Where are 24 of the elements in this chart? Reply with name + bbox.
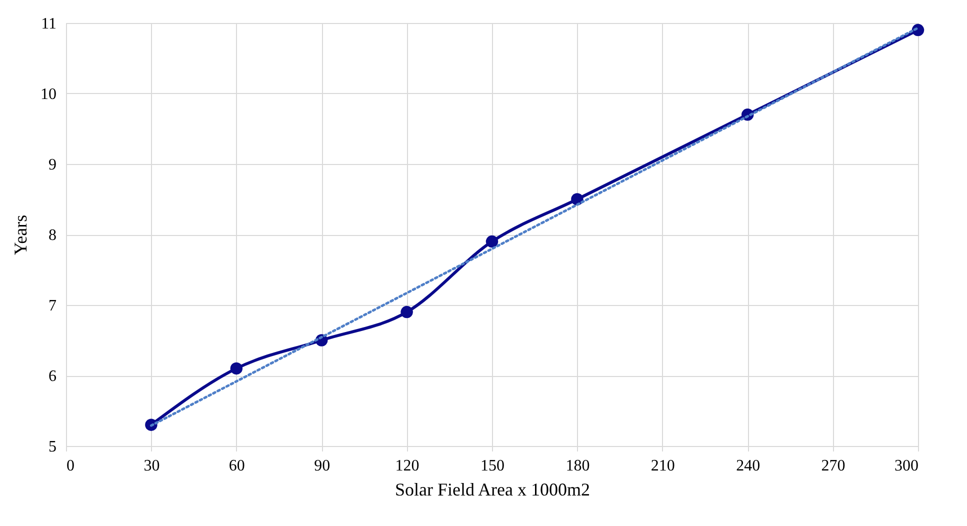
- point: [486, 235, 498, 248]
- y-tick-label: 7: [48, 298, 56, 314]
- y-tick-label: 11: [41, 16, 56, 32]
- x-tick-label: 90: [314, 458, 330, 474]
- y-tick-label: 9: [48, 156, 56, 174]
- y-tick-label: 5: [48, 438, 56, 456]
- x-tick-label: 30: [144, 458, 160, 474]
- x-tick-label: 120: [395, 458, 420, 474]
- y-tick-label: 10: [40, 86, 56, 103]
- x-tick-label: 300: [894, 458, 918, 474]
- y-axis-title: Years: [10, 214, 30, 256]
- x-tick-label: 270: [821, 458, 846, 474]
- x-tick-label: 180: [566, 458, 590, 474]
- y-tick-label: 6: [48, 368, 56, 385]
- point: [400, 306, 413, 318]
- y-tick-label: 8: [48, 227, 56, 244]
- x-tick-label: 240: [736, 458, 760, 474]
- x-tick-label: 150: [480, 458, 504, 474]
- x-axis-title: Solar Field Area x 1000m2: [395, 480, 590, 500]
- point: [230, 362, 243, 375]
- x-tick-label: 60: [228, 458, 245, 474]
- x-tick-label: 0: [66, 458, 74, 474]
- point: [912, 24, 924, 36]
- x-tick-label: 210: [650, 458, 675, 474]
